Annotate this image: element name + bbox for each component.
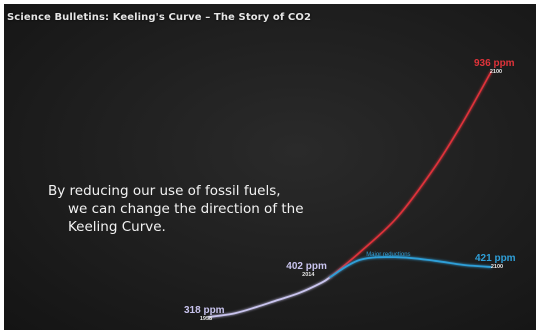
caption-line-2: we can change the direction of the bbox=[68, 201, 304, 217]
video-frame[interactable]: Science Bulletins: Keeling's Curve – The… bbox=[4, 4, 536, 330]
annotation-year-1: 2014 bbox=[302, 272, 315, 278]
annotation-value-2: 936 ppm bbox=[474, 58, 515, 69]
annotation-value-3: 421 ppm bbox=[475, 253, 516, 264]
annotation-value-1: 402 ppm bbox=[286, 261, 327, 272]
annotation-year-3: 2100 bbox=[491, 264, 503, 270]
annotation-value-0: 318 ppm bbox=[184, 305, 225, 316]
narration-caption: By reducing our use of fossil fuels, we … bbox=[48, 182, 358, 236]
annotation-year-2: 2100 bbox=[490, 69, 502, 75]
caption-line-1: By reducing our use of fossil fuels, bbox=[48, 183, 281, 199]
series-line-historical bbox=[208, 276, 332, 318]
caption-line-3: Keeling Curve. bbox=[68, 219, 166, 235]
annotation-year-0: 1958 bbox=[200, 316, 212, 322]
series-line-business-as-usual bbox=[329, 71, 492, 278]
series-line-major-reductions bbox=[329, 256, 492, 278]
series-label-major-reductions: Major reductions bbox=[366, 252, 410, 258]
video-title: Science Bulletins: Keeling's Curve – The… bbox=[7, 12, 311, 23]
